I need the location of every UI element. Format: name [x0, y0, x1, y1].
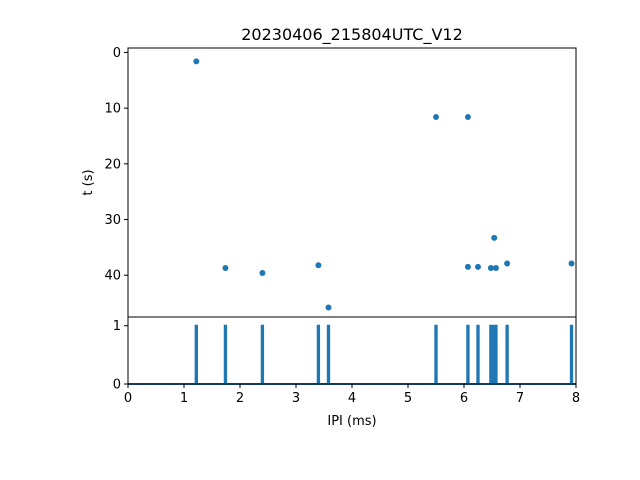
- bottom-plot-area: [128, 317, 576, 384]
- bottom-x-tick-label: 6: [460, 391, 468, 406]
- bottom-x-tick-label: 3: [292, 391, 300, 406]
- top-y-tick-label: 40: [104, 269, 121, 284]
- scatter-point: [315, 262, 322, 269]
- bottom-x-ticks: 0 1 2 3 4 5 6 7 8: [124, 384, 580, 406]
- bottom-y-tick-label: 1: [113, 319, 121, 334]
- scatter-point: [487, 264, 494, 271]
- top-plot-area: [128, 48, 576, 317]
- bottom-y-ticks: 01: [113, 319, 128, 393]
- top-y-axis-label: t (s): [81, 169, 96, 195]
- scatter-point: [433, 114, 439, 121]
- bottom-x-tick-label: 8: [572, 391, 580, 406]
- scatter-point: [193, 58, 200, 65]
- scatter-point: [568, 260, 575, 267]
- scatter-point: [491, 234, 498, 241]
- chart-title: 20230406_215804UTC_V12: [241, 25, 463, 45]
- top-y-tick-label: 0: [113, 46, 121, 61]
- scatter-point: [464, 263, 471, 270]
- bottom-frame: [127, 316, 577, 385]
- scatter-point: [222, 264, 229, 271]
- bottom-x-tick-label: 7: [516, 391, 524, 406]
- scatter-point: [259, 270, 266, 277]
- bottom-y-tick-label: 0: [113, 378, 121, 393]
- bottom-x-tick-label: 0: [124, 391, 132, 406]
- top-y-tick-label: 20: [104, 157, 121, 172]
- top-y-tick-label: 30: [104, 213, 121, 228]
- top-points: [193, 58, 575, 311]
- bottom-x-tick-label: 1: [180, 391, 188, 406]
- top-panel: 0 10 20 30 40 t (s): [81, 46, 577, 318]
- bottom-x-tick-label: 2: [236, 391, 244, 406]
- scatter-point: [464, 114, 471, 121]
- bottom-x-axis-label: IPI (ms): [327, 414, 376, 429]
- top-y-ticks: 0 10 20 30 40: [104, 46, 128, 284]
- bottom-x-tick-label: 5: [404, 391, 412, 406]
- bottom-x-tick-label: 4: [348, 391, 356, 406]
- scatter-point: [504, 260, 511, 267]
- top-y-tick-label: 10: [104, 102, 121, 117]
- scatter-point: [325, 304, 332, 311]
- scatter-point: [475, 263, 481, 270]
- scatter-point: [492, 264, 499, 271]
